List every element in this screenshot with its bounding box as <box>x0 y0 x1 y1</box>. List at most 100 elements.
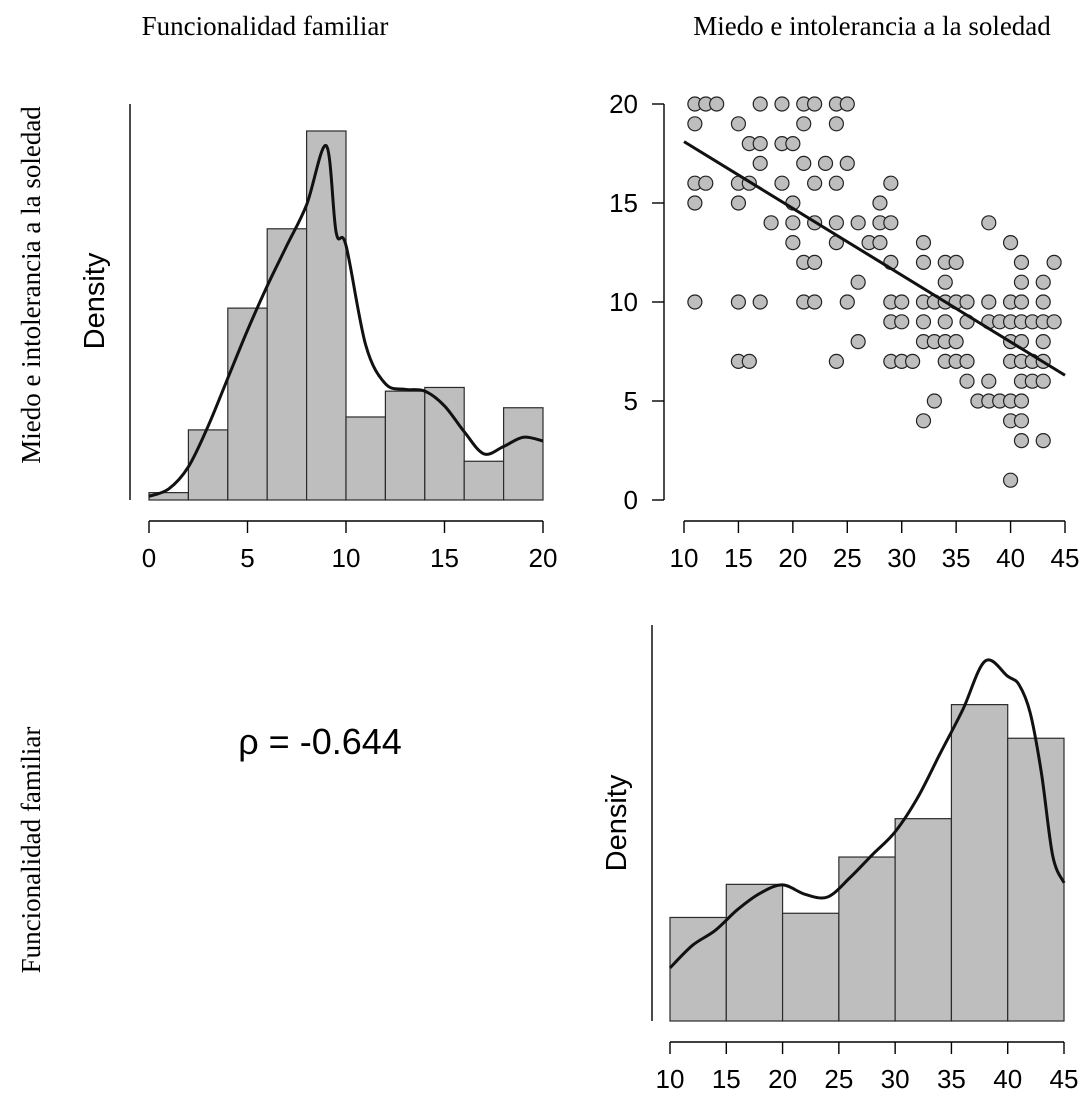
scatter-point <box>828 215 845 231</box>
scatter-point <box>959 353 975 369</box>
histogram-bar <box>227 307 268 501</box>
tl-x-tick-label: 0 <box>142 543 156 573</box>
histogram-bar <box>950 704 1009 1022</box>
scatter-point <box>1035 334 1051 350</box>
scatter-y-tick-label: 5 <box>624 386 638 416</box>
br-x-tick-label: 25 <box>824 1064 853 1094</box>
scatter-point <box>807 254 823 270</box>
scatter-point <box>774 175 790 191</box>
br-x-tick-label: 40 <box>993 1064 1022 1094</box>
histogram-bar <box>187 429 229 501</box>
column-label-funcionalidad: Funcionalidad familiar <box>142 11 389 41</box>
histogram-bar <box>463 460 505 501</box>
scatter-y-tick-label: 20 <box>609 89 638 119</box>
scatter-point <box>752 294 768 310</box>
scatter-point <box>1013 433 1030 449</box>
scatter-point <box>981 215 997 231</box>
row-label-miedo: Miedo e intolerancia a la soledad <box>16 106 46 464</box>
scatter-point <box>817 155 834 171</box>
scatter-point <box>828 175 845 191</box>
scatter-point <box>807 294 823 310</box>
scatter-point <box>752 96 768 112</box>
scatter-point <box>948 334 964 350</box>
scatter-point <box>850 215 866 231</box>
br-x-tick-label: 15 <box>712 1064 741 1094</box>
scatter-point <box>687 294 703 310</box>
scatter-point <box>1013 294 1030 310</box>
scatter-point <box>1035 274 1051 290</box>
column-label-miedo: Miedo e intolerancia a la soledad <box>693 11 1051 41</box>
histogram-bar <box>266 228 308 501</box>
scatter-point <box>828 353 845 369</box>
scatter-x-tick-label: 30 <box>887 543 916 573</box>
tl-x-tick-label: 10 <box>332 543 361 573</box>
scatter-point <box>959 294 975 310</box>
scatter-point <box>741 353 757 369</box>
scatter-point <box>981 294 997 310</box>
scatter-point <box>687 195 703 211</box>
scatter-point <box>872 235 888 251</box>
histogram-bar <box>781 912 840 1022</box>
scatter-point <box>915 314 932 330</box>
correlation-coefficient: ρ = -0.644 <box>238 721 402 762</box>
histogram-bar <box>384 390 426 501</box>
scatter-point <box>894 314 910 330</box>
scatter-point <box>883 215 899 231</box>
tl-x-tick-label: 15 <box>430 543 459 573</box>
scatter-point <box>752 136 768 152</box>
scatter-point <box>1046 254 1062 270</box>
scatter-point <box>981 373 997 389</box>
density-curve <box>668 658 1066 969</box>
br-x-tick-label: 45 <box>1050 1064 1079 1094</box>
scatter-point <box>915 235 932 251</box>
scatter-point <box>850 334 866 350</box>
tl-x-tick-label: 5 <box>240 543 254 573</box>
histogram-bar <box>306 130 347 501</box>
scatter-point <box>904 353 921 369</box>
br-x-tick-label: 35 <box>937 1064 966 1094</box>
histogram-bar <box>669 916 727 1022</box>
scatter-point <box>807 175 823 191</box>
scatter-point <box>894 294 910 310</box>
scatter-point <box>1013 254 1030 270</box>
scatter-panel: 0 5 10 15 20 10 15 20 25 30 35 40 45 <box>609 89 1079 573</box>
scatter-point <box>687 116 703 132</box>
histogram-bar <box>838 856 896 1022</box>
regression-line <box>683 140 1066 377</box>
scatter-point <box>959 373 975 389</box>
scatter-point <box>709 96 725 112</box>
histogram-bar <box>503 407 544 501</box>
scatter-point <box>807 96 823 112</box>
scatter-y-tick-label: 15 <box>609 188 638 218</box>
tl-x-tick-label: 20 <box>529 543 558 573</box>
scatter-x-tick-label: 10 <box>670 543 699 573</box>
scatter-x-tick-label: 45 <box>1051 543 1080 573</box>
y-axis-label: Density <box>79 252 111 349</box>
scatter-point <box>730 116 747 132</box>
scatter-x-tick-label: 40 <box>996 543 1025 573</box>
scatter-point <box>796 116 812 132</box>
scatter-point <box>1035 294 1051 310</box>
scatter-point <box>1002 472 1019 488</box>
scatter-point <box>785 235 801 251</box>
scatter-point <box>948 254 964 270</box>
scatter-point <box>1013 413 1030 429</box>
scatter-point <box>872 195 888 211</box>
scatter-x-tick-label: 15 <box>724 543 753 573</box>
histogram-bar <box>725 883 784 1022</box>
scatter-point <box>828 116 845 132</box>
scatter-point <box>915 413 932 429</box>
scatter-point <box>883 175 899 191</box>
histogram-bar <box>894 818 953 1022</box>
scatter-point <box>1035 373 1051 389</box>
scatter-point <box>1046 314 1062 330</box>
scatter-y-tick-label: 0 <box>624 485 638 515</box>
scatter-point <box>1013 274 1030 290</box>
scatter-point <box>937 274 953 290</box>
scatter-point <box>752 155 768 171</box>
density-curve <box>148 144 544 498</box>
scatter-point <box>730 195 747 211</box>
scatter-point <box>926 393 942 409</box>
scatter-point <box>839 155 855 171</box>
